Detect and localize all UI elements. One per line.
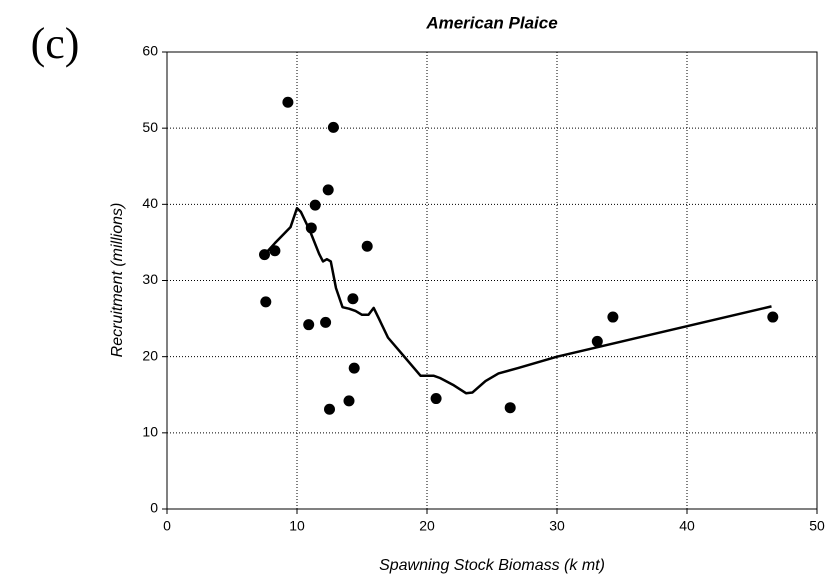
y-tick-label: 50	[142, 119, 158, 135]
x-tick-label: 50	[809, 518, 825, 534]
y-tick-label: 40	[142, 195, 158, 211]
data-point	[320, 316, 332, 328]
x-tick-label: 20	[419, 518, 435, 534]
chart-title: American Plaice	[425, 13, 557, 32]
data-point	[607, 311, 619, 323]
plot-frame	[166, 51, 818, 510]
data-point	[767, 311, 779, 323]
data-point	[282, 96, 294, 108]
data-point	[347, 293, 359, 305]
data-point	[343, 395, 355, 407]
y-tick-label: 10	[142, 424, 158, 440]
data-point	[504, 402, 516, 414]
x-tick-label: 0	[163, 518, 171, 534]
data-point	[591, 335, 603, 347]
panel-label: (c)	[31, 19, 80, 68]
data-point	[260, 296, 272, 308]
y-tick-label: 0	[150, 500, 158, 516]
data-point	[430, 393, 442, 405]
fit-line	[263, 206, 772, 395]
data-point	[309, 199, 321, 211]
data-point	[324, 403, 335, 415]
x-axis-label: Spawning Stock Biomass (k mt)	[379, 557, 605, 574]
x-tick-label: 10	[289, 518, 305, 534]
y-axis-label: Recruitment (millions)	[109, 203, 126, 358]
y-tick-label: 30	[142, 271, 158, 287]
y-tick-label: 60	[142, 43, 158, 59]
data-point	[303, 319, 315, 331]
x-tick-label: 30	[549, 518, 565, 534]
x-tick-label: 40	[679, 518, 695, 534]
data-point	[361, 240, 373, 252]
data-point	[322, 184, 334, 196]
y-tick-label: 20	[142, 347, 158, 363]
data-point	[348, 362, 360, 374]
data-point	[327, 121, 339, 133]
